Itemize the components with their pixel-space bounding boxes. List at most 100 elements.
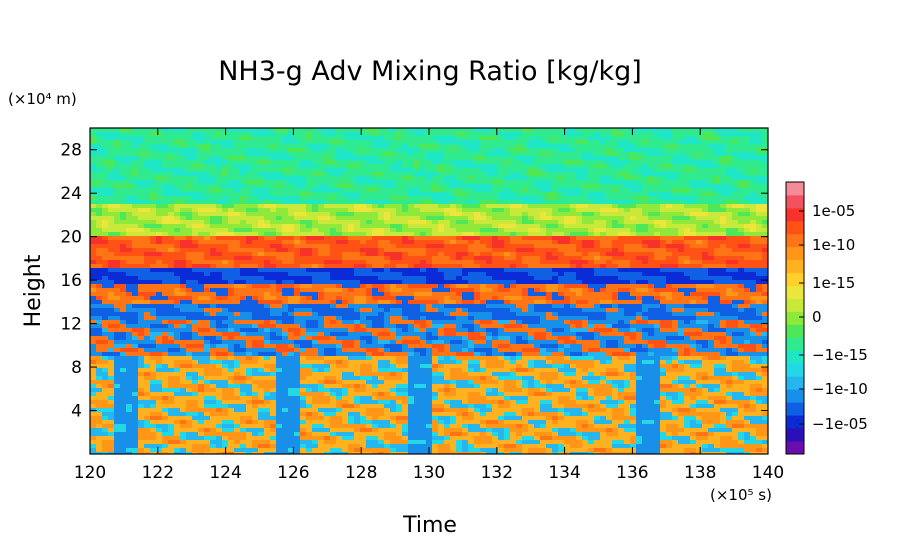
heatmap-cell <box>690 132 697 137</box>
heatmap-cell <box>414 272 421 277</box>
heatmap-cell <box>282 280 289 285</box>
heatmap-cell <box>108 172 115 177</box>
heatmap-cell <box>528 224 535 229</box>
heatmap-cell <box>138 244 145 249</box>
heatmap-cell <box>702 252 709 257</box>
heatmap-cell <box>684 296 691 301</box>
heatmap-cell <box>402 208 409 213</box>
heatmap-cell <box>174 276 181 281</box>
heatmap-cell <box>450 284 457 289</box>
heatmap-cell <box>468 212 475 217</box>
heatmap-cell <box>210 288 217 293</box>
heatmap-cell <box>270 248 277 253</box>
heatmap-cell <box>654 140 661 145</box>
heatmap-cell <box>420 248 427 253</box>
heatmap-cell <box>156 224 163 229</box>
heatmap-cell <box>198 272 205 277</box>
heatmap-cell <box>234 296 241 301</box>
heatmap-cell <box>336 300 343 305</box>
heatmap-cell <box>222 252 229 257</box>
heatmap-cell <box>582 276 589 281</box>
heatmap-cell <box>588 128 595 133</box>
heatmap-cell <box>648 176 655 181</box>
heatmap-cell <box>516 288 523 293</box>
heatmap-cell <box>396 268 403 273</box>
heatmap-cell <box>456 284 463 289</box>
heatmap-cell <box>402 280 409 285</box>
heatmap-cell <box>624 136 631 141</box>
heatmap-cell <box>408 192 415 197</box>
heatmap-cell <box>138 196 145 201</box>
heatmap-cell <box>690 136 697 141</box>
heatmap-cell <box>588 136 595 141</box>
heatmap-cell <box>234 188 241 193</box>
heatmap-cell <box>756 196 763 201</box>
heatmap-cell <box>564 148 571 153</box>
heatmap-cell <box>234 208 241 213</box>
heatmap-cell <box>708 224 715 229</box>
heatmap-cell <box>342 140 349 145</box>
heatmap-cell <box>588 180 595 185</box>
heatmap-cell <box>666 136 673 141</box>
heatmap-cell <box>588 292 595 297</box>
heatmap-cell <box>726 160 733 165</box>
heatmap-cell <box>474 144 481 149</box>
heatmap-cell <box>486 240 493 245</box>
heatmap-cell <box>660 172 667 177</box>
heatmap-cell <box>390 160 397 165</box>
heatmap-cell <box>216 144 223 149</box>
heatmap-cell <box>252 216 259 221</box>
heatmap-cell <box>126 176 133 181</box>
heatmap-cell <box>426 184 433 189</box>
heatmap-cell <box>456 252 463 257</box>
heatmap-cell <box>252 300 259 305</box>
heatmap-cell <box>300 140 307 145</box>
heatmap-cell <box>222 268 229 273</box>
heatmap-cell <box>384 292 391 297</box>
heatmap-cell <box>498 220 505 225</box>
heatmap-cell <box>264 132 271 137</box>
heatmap-cell <box>144 164 151 169</box>
heatmap-cell <box>660 204 667 209</box>
heatmap-cell <box>684 276 691 281</box>
heatmap-cell <box>306 172 313 177</box>
heatmap-cell <box>750 128 757 133</box>
heatmap-cell <box>324 140 331 145</box>
heatmap-cell <box>222 136 229 141</box>
heatmap-cell <box>354 188 361 193</box>
heatmap-cell <box>186 224 193 229</box>
heatmap-cell <box>486 252 493 257</box>
heatmap-cell <box>714 176 721 181</box>
heatmap-cell <box>744 200 751 205</box>
heatmap-cell <box>294 204 301 209</box>
heatmap-cell <box>468 148 475 153</box>
heatmap-cell <box>360 300 367 305</box>
heatmap-cell <box>144 280 151 285</box>
heatmap-cell <box>186 292 193 297</box>
heatmap-cell <box>150 292 157 297</box>
heatmap-cell <box>420 256 427 261</box>
heatmap-cell <box>270 160 277 165</box>
heatmap-cell <box>504 160 511 165</box>
heatmap-cell <box>348 228 355 233</box>
heatmap-cell <box>534 216 541 221</box>
heatmap-cell <box>258 244 265 249</box>
heatmap-cell <box>546 192 553 197</box>
heatmap-cell <box>282 132 289 137</box>
heatmap-cell <box>348 188 355 193</box>
heatmap-cell <box>324 188 331 193</box>
heatmap-cell <box>732 164 739 169</box>
heatmap-cell <box>624 276 631 281</box>
heatmap-cell <box>360 264 367 269</box>
heatmap-cell <box>570 160 577 165</box>
heatmap-cell <box>708 252 715 257</box>
heatmap-cell <box>450 224 457 229</box>
heatmap-cell <box>222 180 229 185</box>
heatmap-cell <box>528 160 535 165</box>
heatmap-cell <box>720 204 727 209</box>
heatmap-cell <box>264 216 271 221</box>
heatmap-cell <box>690 268 697 273</box>
heatmap-cell <box>444 288 451 293</box>
heatmap-cell <box>756 208 763 213</box>
heatmap-cell <box>342 168 349 173</box>
